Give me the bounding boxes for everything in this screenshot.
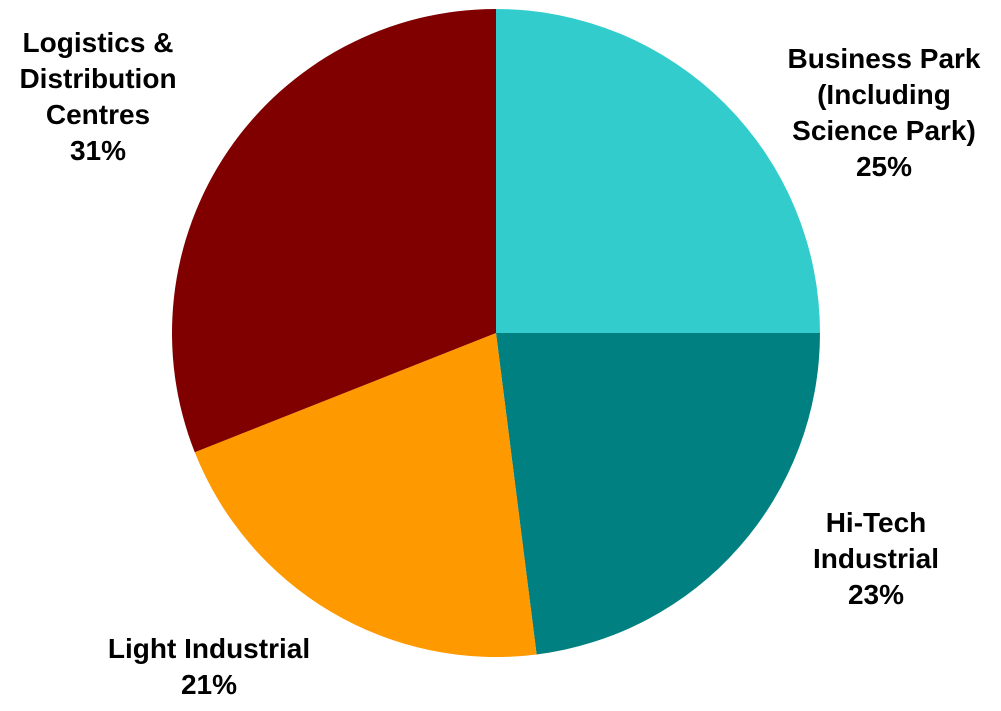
- slice-label-3: Light Industrial 21%: [108, 633, 310, 700]
- slice-category-label: Business Park: [788, 43, 981, 74]
- slice-category-label: Distribution: [19, 63, 176, 94]
- slice-label-2: Hi-Tech Industrial 23%: [813, 507, 939, 610]
- slice-percent-label: 31%: [70, 135, 126, 166]
- slice-percent-label: 21%: [181, 669, 237, 700]
- pie-slice-2: [496, 333, 820, 655]
- slice-label-1: Business Park (Including Science Park) 25%: [788, 43, 981, 182]
- pie-slice-3: [194, 333, 537, 658]
- slice-category-label: Science Park): [792, 115, 976, 146]
- pie-labels: Business Park (Including Science Park) 25% H…: [19, 27, 980, 700]
- pie-slice-4: [171, 9, 496, 453]
- slice-percent-label: 25%: [856, 151, 912, 182]
- slice-percent-label: 23%: [848, 579, 904, 610]
- slice-category-label: (Including: [817, 79, 951, 110]
- slice-label-4: Logistics & Distribution Centres 31%: [19, 27, 176, 166]
- slice-category-label: Hi-Tech: [826, 507, 927, 538]
- slice-category-label: Logistics &: [23, 27, 174, 58]
- pie-slices: [171, 9, 820, 658]
- pie-slice-1: [496, 9, 820, 333]
- slice-category-label: Industrial: [813, 543, 939, 574]
- slice-category-label: Light Industrial: [108, 633, 310, 664]
- slice-category-label: Centres: [46, 99, 150, 130]
